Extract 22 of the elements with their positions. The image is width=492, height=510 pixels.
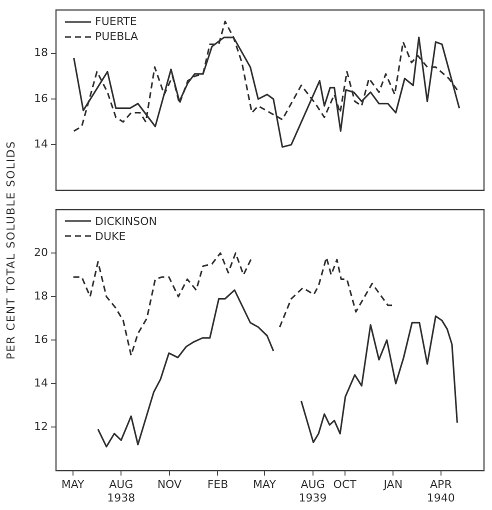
x-tick-label: MAY	[61, 478, 85, 492]
x-tick-label: FEB	[207, 478, 228, 492]
y-axis-title: PER CENT TOTAL SOLUBLE SOLIDS	[4, 140, 18, 360]
x-tick-label: APR 1940	[426, 478, 455, 504]
y-tick-label: 14	[34, 376, 48, 390]
legend-label: DUKE	[95, 228, 126, 244]
legend-label: PUEBLA	[95, 29, 138, 44]
legend-label: DICKINSON	[95, 214, 157, 229]
x-tick-label: NOV	[157, 478, 182, 492]
x-tick-label: JAN	[382, 478, 403, 492]
x-tick-label: AUG 1939	[298, 478, 327, 504]
y-tick-label: 16	[34, 332, 48, 346]
y-tick-label: 12	[34, 420, 48, 433]
x-tick-label: MAY	[253, 478, 276, 492]
x-tick-label: AUG 1938	[107, 478, 136, 504]
legend-label: FUERTE	[95, 14, 137, 29]
x-tick-label: OCT	[333, 478, 357, 492]
y-tick-label: 16	[34, 92, 48, 105]
y-tick-label: 14	[34, 138, 48, 151]
y-tick-label: 20	[34, 246, 48, 259]
y-tick-label: 18	[34, 46, 48, 60]
y-tick-label: 18	[34, 289, 48, 302]
